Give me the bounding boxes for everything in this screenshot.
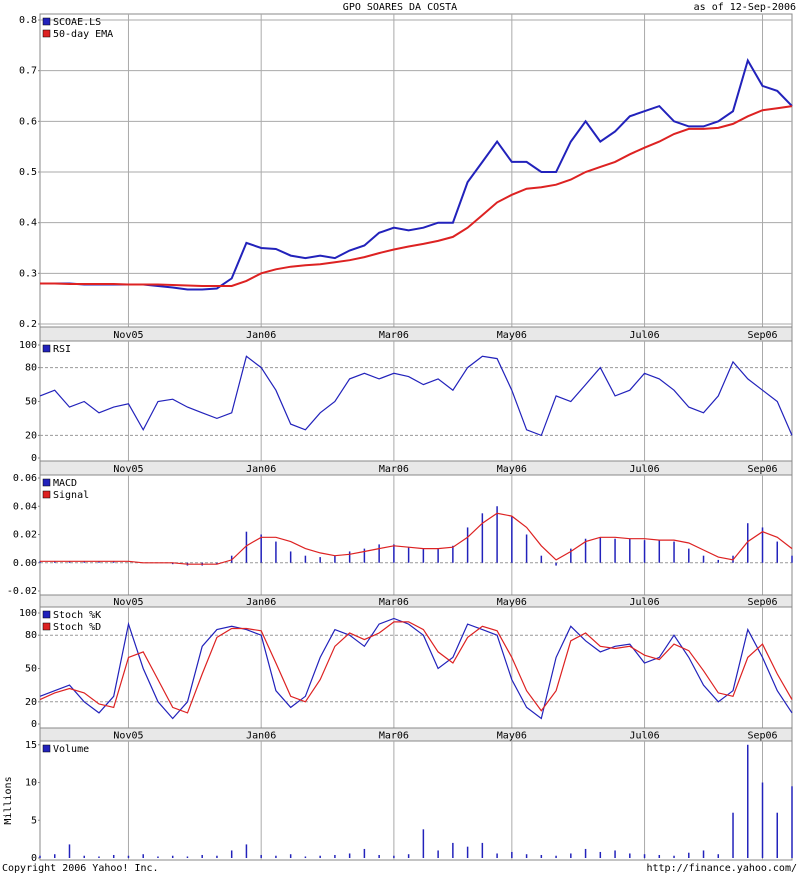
date-strip xyxy=(39,326,793,342)
x-tick-label: Mar06 xyxy=(379,464,409,475)
x-tick-label: Nov05 xyxy=(113,464,143,475)
legend-swatch xyxy=(42,29,51,38)
date-strip xyxy=(39,460,793,476)
x-tick-label: Jan06 xyxy=(246,597,276,608)
y-tick-label: 0.5 xyxy=(19,167,37,178)
x-tick-label: Mar06 xyxy=(379,330,409,341)
y-tick-label: 50 xyxy=(25,397,37,408)
series-line xyxy=(40,57,793,291)
legend-label: Signal xyxy=(53,490,89,501)
legend-swatch xyxy=(42,490,51,499)
y-tick-label: 100 xyxy=(19,608,37,619)
panel xyxy=(39,13,793,328)
x-tick-label: Sep06 xyxy=(747,731,777,742)
y-tick-label: 10 xyxy=(25,778,37,789)
y-axis-label: Millions xyxy=(3,776,14,824)
source-url: http://finance.yahoo.com/ xyxy=(646,863,797,874)
series-line xyxy=(39,355,793,437)
x-tick-label: Mar06 xyxy=(379,597,409,608)
y-tick-label: -0.02 xyxy=(7,586,37,597)
series-line xyxy=(40,512,793,565)
series-line xyxy=(39,621,793,714)
as-of-date: as of 12-Sep-2006 xyxy=(694,2,796,13)
y-tick-label: 0.8 xyxy=(19,15,37,26)
panel xyxy=(39,474,793,596)
x-tick-label: Jul06 xyxy=(629,597,659,608)
panel xyxy=(39,606,793,729)
legend-swatch xyxy=(42,744,51,753)
date-strip xyxy=(39,727,793,742)
y-tick-label: 0.3 xyxy=(19,268,37,279)
x-tick-label: May06 xyxy=(497,464,527,475)
date-strip xyxy=(39,594,793,608)
y-tick-label: 0 xyxy=(31,453,37,464)
y-tick-label: 20 xyxy=(25,430,37,441)
y-tick-label: 80 xyxy=(25,630,37,641)
y-tick-label: 5 xyxy=(31,815,37,826)
y-tick-label: 0.7 xyxy=(19,66,37,77)
legend-swatch xyxy=(42,478,51,487)
y-tick-label: 0.06 xyxy=(13,473,37,484)
x-tick-label: Jul06 xyxy=(629,731,659,742)
x-tick-label: Jan06 xyxy=(246,731,276,742)
panel xyxy=(39,740,793,861)
legend-label: SCOAE.LS xyxy=(53,17,101,28)
x-tick-label: Nov05 xyxy=(113,731,143,742)
legend-label: Volume xyxy=(53,744,89,755)
y-tick-label: 0.6 xyxy=(19,116,37,127)
x-tick-label: Nov05 xyxy=(113,597,143,608)
x-tick-label: Jul06 xyxy=(629,330,659,341)
x-tick-label: Sep06 xyxy=(747,597,777,608)
y-tick-label: 0.02 xyxy=(13,530,37,541)
legend-swatch xyxy=(42,17,51,26)
y-tick-label: 50 xyxy=(25,664,37,675)
x-tick-label: May06 xyxy=(497,330,527,341)
x-tick-label: Sep06 xyxy=(747,464,777,475)
x-tick-label: May06 xyxy=(497,731,527,742)
y-tick-label: 0.04 xyxy=(13,501,37,512)
x-tick-label: Mar06 xyxy=(379,731,409,742)
chart-title: GPO SOARES DA COSTA xyxy=(343,2,457,13)
legend-swatch xyxy=(42,622,51,631)
legend-swatch xyxy=(42,344,51,353)
y-tick-label: 80 xyxy=(25,363,37,374)
y-tick-label: 0 xyxy=(31,853,37,864)
y-tick-label: 20 xyxy=(25,697,37,708)
y-tick-label: 0 xyxy=(31,719,37,730)
x-tick-label: Jul06 xyxy=(629,464,659,475)
legend-label: MACD xyxy=(53,478,77,489)
copyright: Copyright 2006 Yahoo! Inc. xyxy=(2,863,159,874)
x-tick-label: Jan06 xyxy=(246,464,276,475)
legend-swatch xyxy=(42,610,51,619)
y-tick-label: 15 xyxy=(25,740,37,751)
legend-label: 50-day EMA xyxy=(53,29,113,40)
y-tick-label: 100 xyxy=(19,340,37,351)
x-tick-label: Jan06 xyxy=(246,330,276,341)
x-tick-label: Sep06 xyxy=(747,330,777,341)
y-tick-label: 0.00 xyxy=(13,558,37,569)
series-line xyxy=(39,617,793,720)
x-tick-label: May06 xyxy=(497,597,527,608)
legend-label: RSI xyxy=(53,344,71,355)
series-line xyxy=(40,105,793,287)
legend-label: Stoch %K xyxy=(53,610,101,621)
x-tick-label: Nov05 xyxy=(113,330,143,341)
y-tick-label: 0.2 xyxy=(19,319,37,330)
y-tick-label: 0.4 xyxy=(19,218,37,229)
legend-label: Stoch %D xyxy=(53,622,101,633)
panel xyxy=(39,340,793,462)
